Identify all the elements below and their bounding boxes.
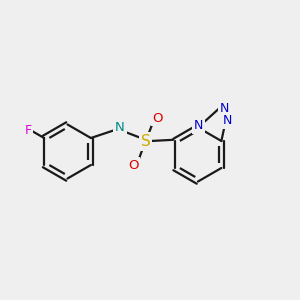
Text: N: N xyxy=(220,102,230,115)
Text: N: N xyxy=(194,119,203,132)
Text: N: N xyxy=(223,114,232,127)
Text: H: H xyxy=(119,119,127,129)
Text: O: O xyxy=(128,159,139,172)
Text: N: N xyxy=(115,121,125,134)
Text: S: S xyxy=(141,134,150,149)
Text: O: O xyxy=(152,112,163,125)
Text: F: F xyxy=(25,124,32,137)
